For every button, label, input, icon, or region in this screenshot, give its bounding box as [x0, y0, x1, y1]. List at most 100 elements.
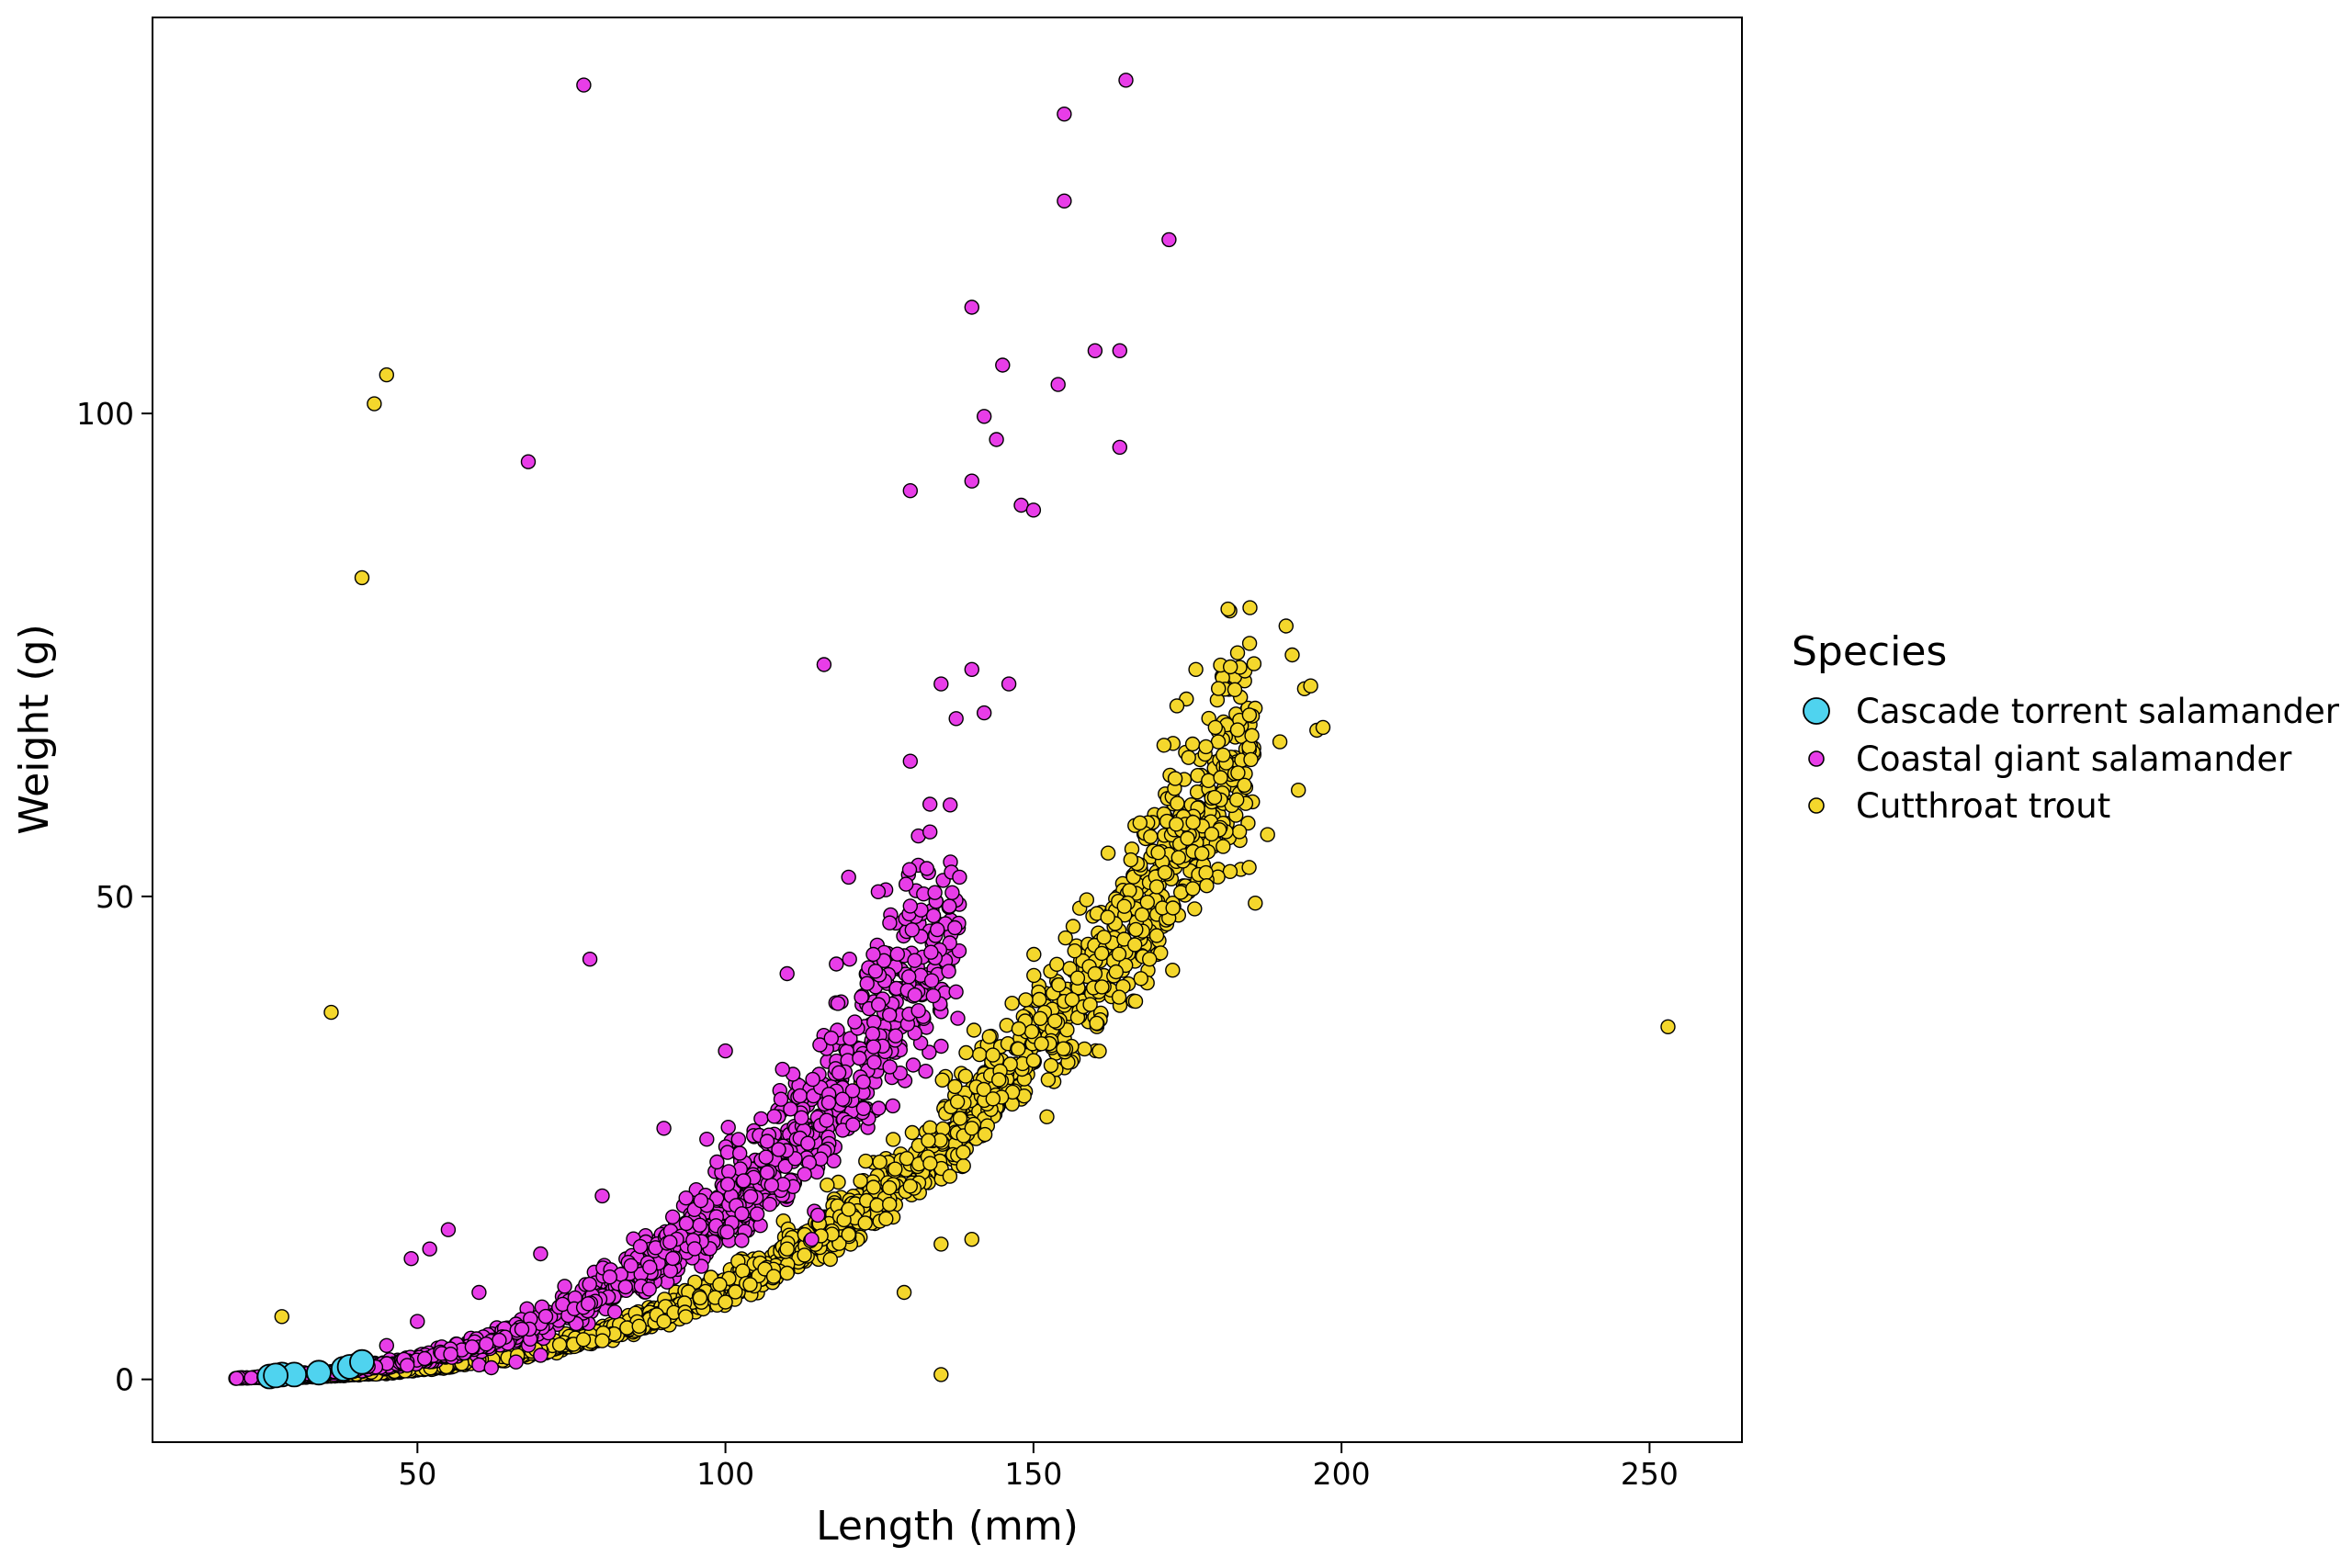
data-point	[976, 705, 992, 721]
data-point	[1064, 991, 1080, 1008]
data-point	[263, 1362, 289, 1389]
data-point	[471, 1284, 487, 1301]
data-point	[656, 1121, 672, 1136]
data-point	[964, 473, 980, 489]
data-point	[810, 1207, 826, 1224]
data-point	[632, 1238, 649, 1255]
data-point	[709, 1154, 725, 1170]
data-point	[950, 1010, 966, 1026]
data-point	[1118, 73, 1134, 88]
data-point	[692, 1217, 707, 1234]
data-point	[925, 908, 942, 924]
data-point	[306, 1359, 332, 1386]
data-point	[830, 996, 846, 1011]
data-point	[1260, 827, 1275, 842]
data-point	[1231, 824, 1248, 840]
data-point	[779, 1241, 795, 1257]
data-point	[1216, 839, 1231, 854]
data-point	[949, 1094, 966, 1110]
data-point	[948, 711, 964, 727]
data-point	[1198, 739, 1214, 755]
data-point	[1148, 879, 1165, 895]
data-point	[957, 1068, 974, 1084]
data-point	[872, 1154, 888, 1170]
data-point	[582, 1276, 597, 1292]
data-point	[520, 454, 537, 469]
data-point	[905, 1057, 922, 1073]
data-point	[1220, 601, 1236, 617]
data-point	[922, 1044, 937, 1060]
data-point	[910, 1002, 926, 1019]
data-point	[1201, 773, 1216, 788]
data-point	[1222, 863, 1238, 879]
data-point	[1077, 1041, 1092, 1057]
data-point	[718, 1043, 733, 1059]
data-point	[619, 1320, 635, 1336]
data-point	[1134, 907, 1150, 922]
data-point	[662, 1235, 678, 1250]
data-point	[1229, 645, 1246, 660]
data-point	[941, 964, 956, 979]
data-point	[443, 1346, 458, 1362]
data-point	[686, 1241, 703, 1257]
data-point	[1127, 993, 1144, 1010]
data-point	[1111, 946, 1127, 962]
data-point	[933, 676, 949, 692]
data-point	[765, 1269, 782, 1284]
data-point	[886, 1132, 901, 1147]
data-point	[902, 1179, 918, 1194]
data-point	[1148, 928, 1165, 943]
data-point	[557, 1279, 572, 1294]
data-point	[734, 1206, 750, 1222]
data-point	[1156, 738, 1172, 753]
data-point	[859, 976, 875, 991]
data-point	[820, 1095, 837, 1111]
x-axis-title: Length (mm)	[816, 1503, 1079, 1550]
data-point	[878, 1211, 894, 1227]
data-point	[1025, 1053, 1042, 1068]
data-point	[1002, 1056, 1018, 1072]
data-point	[854, 989, 869, 1005]
data-point	[492, 1332, 507, 1348]
data-point	[678, 1190, 694, 1206]
data-point	[749, 1206, 765, 1222]
x-tick-label: 100	[696, 1456, 754, 1492]
data-point	[834, 1091, 851, 1107]
data-point	[855, 1074, 871, 1090]
x-tick-label: 200	[1313, 1456, 1371, 1492]
data-point	[514, 1321, 530, 1337]
data-point	[901, 862, 918, 877]
data-point	[1082, 997, 1098, 1012]
data-point	[400, 1358, 415, 1373]
data-point	[985, 1091, 1001, 1107]
data-point	[1050, 377, 1066, 392]
data-point	[728, 1284, 743, 1300]
data-point	[1165, 900, 1181, 916]
data-point	[1001, 676, 1017, 692]
data-point	[1157, 864, 1173, 881]
data-point	[896, 1284, 912, 1301]
data-point	[1057, 106, 1072, 122]
data-point	[323, 1004, 339, 1021]
data-point	[805, 1071, 820, 1088]
data-point	[1046, 1013, 1063, 1029]
data-point	[736, 1173, 752, 1189]
data-point	[852, 1050, 867, 1066]
data-point	[888, 1028, 904, 1043]
data-point	[1241, 707, 1258, 723]
data-point	[888, 1161, 903, 1177]
data-point	[1193, 846, 1210, 862]
data-point	[1237, 777, 1252, 793]
data-point	[1278, 618, 1295, 634]
data-point	[479, 1336, 494, 1352]
legend-title: Species	[1792, 628, 1947, 675]
data-point	[844, 1083, 861, 1099]
data-point	[762, 1196, 777, 1213]
data-point	[797, 1167, 812, 1182]
data-point	[1089, 1015, 1104, 1032]
data-point	[948, 984, 964, 1000]
data-point	[867, 964, 884, 979]
data-point	[981, 1029, 998, 1044]
data-point	[678, 1309, 694, 1325]
data-point	[1243, 751, 1259, 768]
